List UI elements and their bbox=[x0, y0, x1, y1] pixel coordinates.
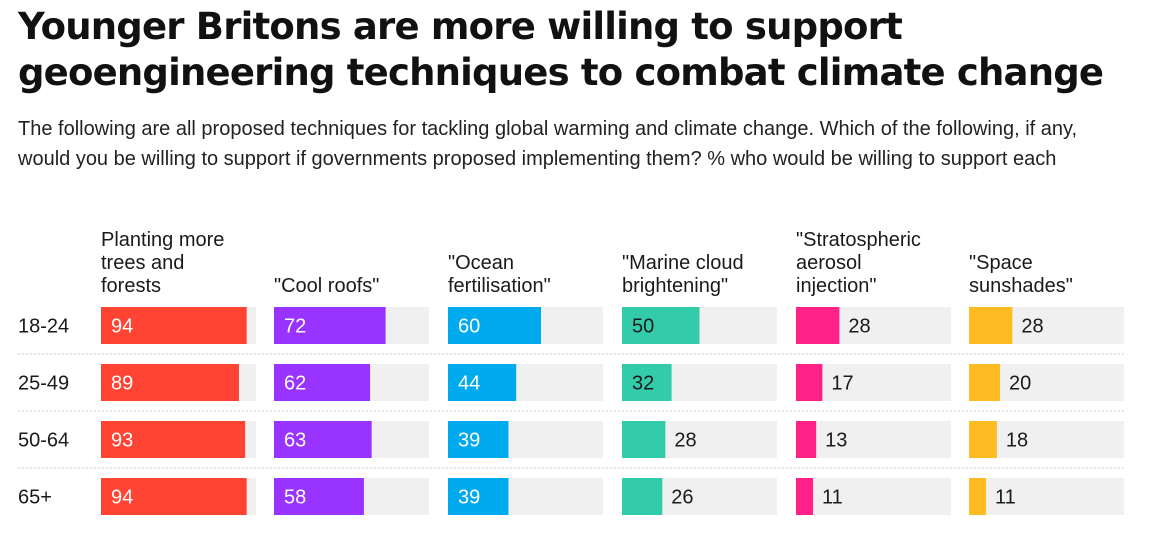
data-label: 60 bbox=[458, 316, 480, 338]
bar bbox=[448, 307, 541, 344]
data-label: 58 bbox=[284, 487, 306, 509]
series-header: "Ocean fertilisation" bbox=[448, 252, 551, 297]
bar bbox=[448, 421, 509, 458]
data-label: 26 bbox=[671, 487, 693, 509]
data-label: 72 bbox=[284, 316, 306, 338]
bar bbox=[622, 478, 663, 515]
bar bbox=[448, 478, 509, 515]
data-label: 28 bbox=[848, 316, 870, 338]
row-label: 65+ bbox=[18, 487, 52, 509]
data-label: 50 bbox=[632, 316, 654, 338]
data-label: 94 bbox=[111, 487, 133, 509]
bar bbox=[101, 364, 239, 401]
series-header: "Space sunshades" bbox=[969, 252, 1073, 297]
series-header: "Cool roofs" bbox=[274, 275, 379, 297]
data-label: 28 bbox=[674, 430, 696, 452]
bar bbox=[969, 364, 1000, 401]
data-label: 13 bbox=[825, 430, 847, 452]
bar bbox=[622, 307, 700, 344]
chart-subtitle: The following are all proposed technique… bbox=[18, 118, 1078, 170]
data-label: 63 bbox=[284, 430, 306, 452]
data-label: 89 bbox=[111, 373, 133, 395]
bar bbox=[622, 364, 672, 401]
bar-track bbox=[969, 478, 1124, 515]
bar bbox=[274, 421, 372, 458]
bar bbox=[796, 307, 840, 344]
bar-track bbox=[796, 421, 951, 458]
bar bbox=[101, 421, 246, 458]
bar bbox=[274, 307, 386, 344]
data-label: 20 bbox=[1009, 373, 1031, 395]
data-label: 44 bbox=[458, 373, 480, 395]
data-label: 32 bbox=[632, 373, 654, 395]
data-label: 93 bbox=[111, 430, 133, 452]
chart-title: Younger Britons are more willing to supp… bbox=[18, 5, 1104, 94]
bar-track bbox=[796, 478, 951, 515]
bar bbox=[448, 364, 517, 401]
data-label: 62 bbox=[284, 373, 306, 395]
row-label: 50-64 bbox=[18, 430, 69, 452]
bar bbox=[969, 478, 987, 515]
bar bbox=[101, 307, 247, 344]
data-label: 11 bbox=[822, 487, 843, 509]
row-label: 18-24 bbox=[18, 316, 69, 338]
series-header: "Marine cloud brightening" bbox=[622, 252, 744, 297]
data-label: 17 bbox=[831, 373, 853, 395]
series-header: Planting more trees and forests bbox=[101, 229, 224, 297]
data-label: 39 bbox=[458, 487, 480, 509]
data-label: 94 bbox=[111, 316, 133, 338]
bar bbox=[622, 421, 666, 458]
bar bbox=[101, 478, 247, 515]
data-label: 18 bbox=[1006, 430, 1028, 452]
bar bbox=[969, 421, 997, 458]
data-label: 11 bbox=[995, 487, 1016, 509]
data-label: 28 bbox=[1021, 316, 1043, 338]
bar bbox=[274, 364, 371, 401]
bar bbox=[796, 421, 817, 458]
bar bbox=[796, 478, 814, 515]
data-label: 39 bbox=[458, 430, 480, 452]
series-header: "Stratospheric aerosol injection" bbox=[796, 229, 921, 297]
row-label: 25-49 bbox=[18, 373, 69, 395]
bar bbox=[796, 364, 823, 401]
bar bbox=[969, 307, 1013, 344]
bar bbox=[274, 478, 364, 515]
